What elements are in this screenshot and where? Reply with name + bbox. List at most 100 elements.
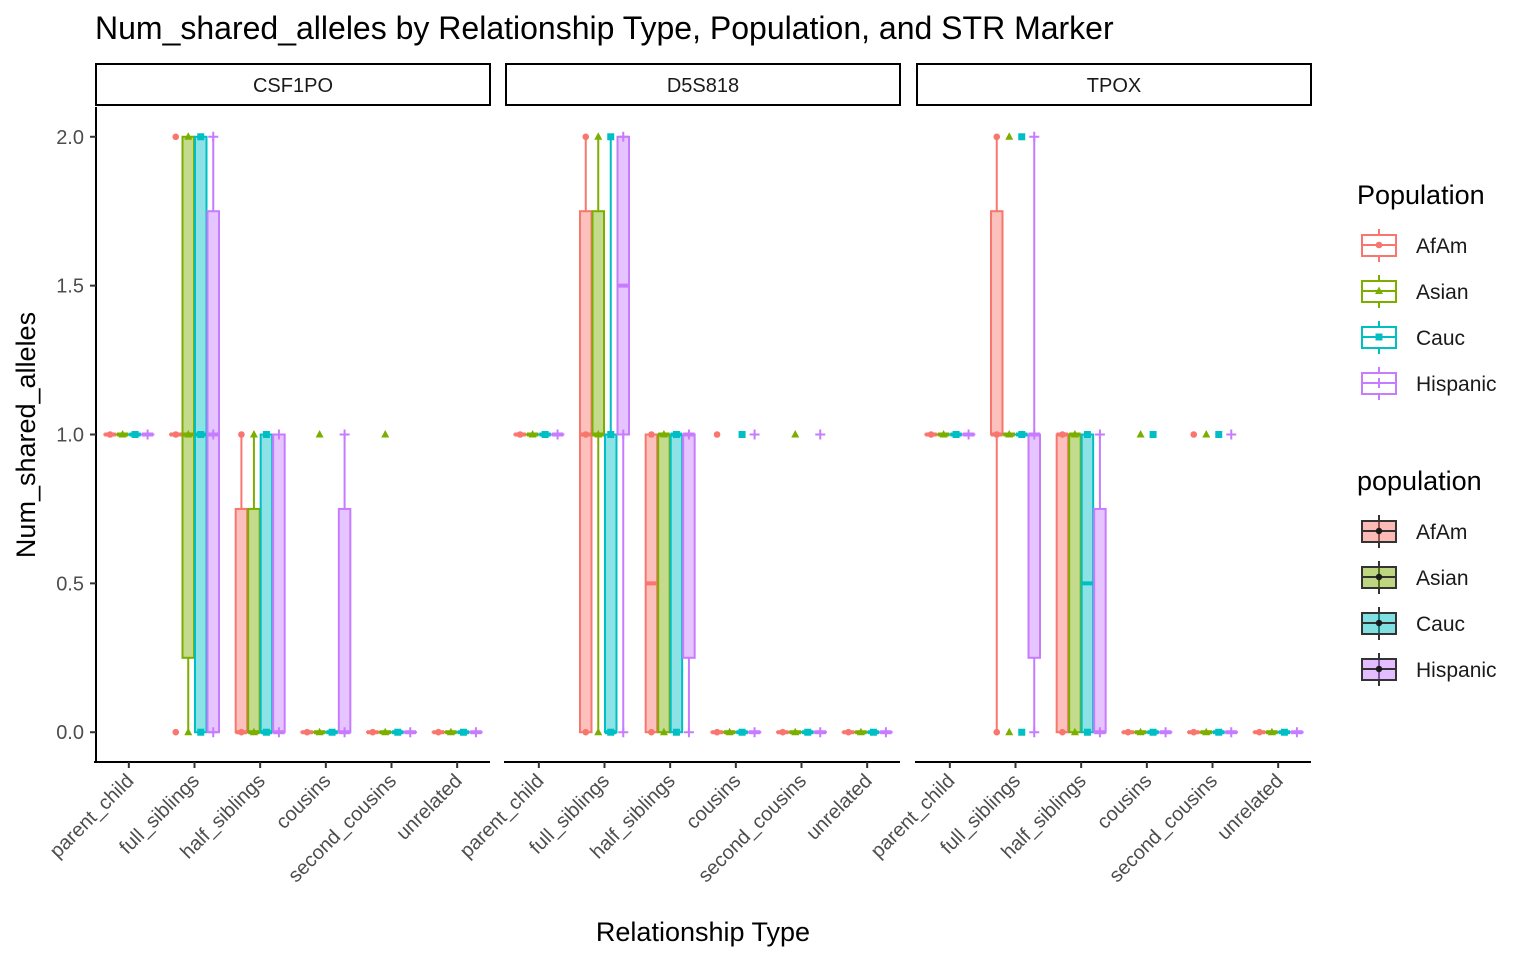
- box-asian: [938, 430, 950, 438]
- box-cauc: [1279, 729, 1291, 736]
- data-point-cauc: [1084, 729, 1091, 736]
- category-group-cousins: [301, 430, 350, 738]
- box-asian: [1135, 430, 1147, 735]
- data-point-hispanic: [881, 727, 891, 737]
- data-point-afam: [1059, 431, 1066, 438]
- data-point-asian: [250, 430, 258, 438]
- box-asian: [314, 430, 326, 735]
- data-point-cauc: [739, 431, 746, 438]
- box-asian: [658, 430, 670, 735]
- box-hispanic: [273, 430, 285, 738]
- data-point-afam: [1190, 431, 1197, 438]
- panel-csf1po: CSF1PO0.00.51.01.52.0parent_childfull_si…: [46, 64, 490, 887]
- box-hispanic: [552, 430, 564, 440]
- box-afam: [170, 133, 182, 735]
- box-hispanic: [749, 430, 761, 738]
- data-point-asian: [1005, 728, 1013, 736]
- data-point-cauc: [870, 729, 877, 736]
- data-point-cauc: [263, 431, 270, 438]
- panel-d5s818: D5S818parent_childfull_siblingshalf_sibl…: [456, 64, 900, 887]
- box-cauc: [1213, 431, 1225, 736]
- box-asian: [445, 728, 457, 736]
- box-hispanic: [880, 727, 892, 737]
- data-point-afam: [714, 729, 721, 736]
- box-hispanic: [963, 430, 975, 440]
- y-tick-label: 0.0: [56, 722, 84, 744]
- data-point-cauc: [197, 133, 204, 140]
- data-point-asian: [1202, 430, 1210, 438]
- box-body: [1094, 509, 1106, 732]
- data-point-hispanic: [471, 727, 481, 737]
- data-point-cauc: [1018, 431, 1025, 438]
- data-point-cauc: [132, 431, 139, 438]
- data-point-hispanic: [684, 727, 694, 737]
- box-afam: [711, 431, 723, 735]
- data-point-afam: [1190, 729, 1197, 736]
- box-afam: [367, 729, 379, 736]
- category-group-half_siblings: [236, 430, 285, 738]
- legend-key-asian: [1362, 275, 1396, 308]
- data-point-afam: [369, 729, 376, 736]
- legend-item-label: Hispanic: [1416, 373, 1497, 396]
- box-asian: [724, 728, 736, 736]
- box-asian: [1266, 728, 1278, 736]
- box-body: [593, 211, 605, 434]
- legend-key-point: [1376, 620, 1382, 626]
- data-point-afam: [304, 729, 311, 736]
- data-point-afam: [1059, 729, 1066, 736]
- box-body: [208, 211, 220, 732]
- data-point-cauc: [197, 431, 204, 438]
- box-asian: [790, 430, 802, 735]
- data-point-cauc: [673, 729, 680, 736]
- data-point-cauc: [673, 431, 680, 438]
- data-point-asian: [1137, 430, 1145, 438]
- data-point-afam: [993, 729, 1000, 736]
- box-body: [1069, 435, 1081, 733]
- data-point-afam: [993, 431, 1000, 438]
- category-group-second_cousins: [777, 430, 826, 738]
- box-afam: [580, 133, 592, 735]
- box-body: [580, 211, 592, 732]
- box-cauc: [539, 431, 551, 438]
- category-group-cousins: [1122, 430, 1171, 737]
- box-cauc: [802, 729, 814, 736]
- data-point-cauc: [460, 729, 467, 736]
- box-afam: [991, 133, 1003, 735]
- category-group-second_cousins: [367, 430, 416, 737]
- data-point-hispanic: [618, 727, 628, 737]
- legend-key-point: [1376, 666, 1382, 672]
- legend-item-label: Cauc: [1416, 613, 1465, 636]
- data-point-cauc: [1150, 431, 1157, 438]
- data-point-afam: [1256, 729, 1263, 736]
- box-hispanic: [339, 430, 351, 738]
- legend-title: population: [1357, 466, 1482, 496]
- box-hispanic: [683, 430, 695, 738]
- category-group-parent_child: [514, 430, 563, 440]
- legend-key-point: [1376, 528, 1382, 534]
- legend-item-label: Asian: [1416, 281, 1469, 304]
- box-hispanic: [1291, 727, 1303, 737]
- legend-key-hispanic: [1362, 653, 1396, 686]
- box-cauc: [195, 133, 207, 735]
- box-cauc: [671, 431, 683, 736]
- box-body: [248, 509, 260, 732]
- legend-title: Population: [1357, 180, 1485, 210]
- box-asian: [1004, 132, 1016, 735]
- data-point-afam: [582, 431, 589, 438]
- box-asian: [1069, 430, 1081, 735]
- data-point-cauc: [1018, 133, 1025, 140]
- data-point-cauc: [329, 729, 336, 736]
- data-point-afam: [582, 729, 589, 736]
- box-cauc: [392, 729, 404, 736]
- box-body: [1057, 435, 1069, 733]
- category-group-parent_child: [104, 430, 153, 440]
- data-point-cauc: [1215, 431, 1222, 438]
- box-afam: [777, 729, 789, 736]
- box-body: [605, 435, 617, 733]
- data-point-cauc: [1150, 729, 1157, 736]
- box-afam: [1188, 431, 1200, 735]
- y-tick-label: 1.5: [56, 276, 84, 298]
- box-cauc: [458, 729, 470, 736]
- data-point-afam: [172, 729, 179, 736]
